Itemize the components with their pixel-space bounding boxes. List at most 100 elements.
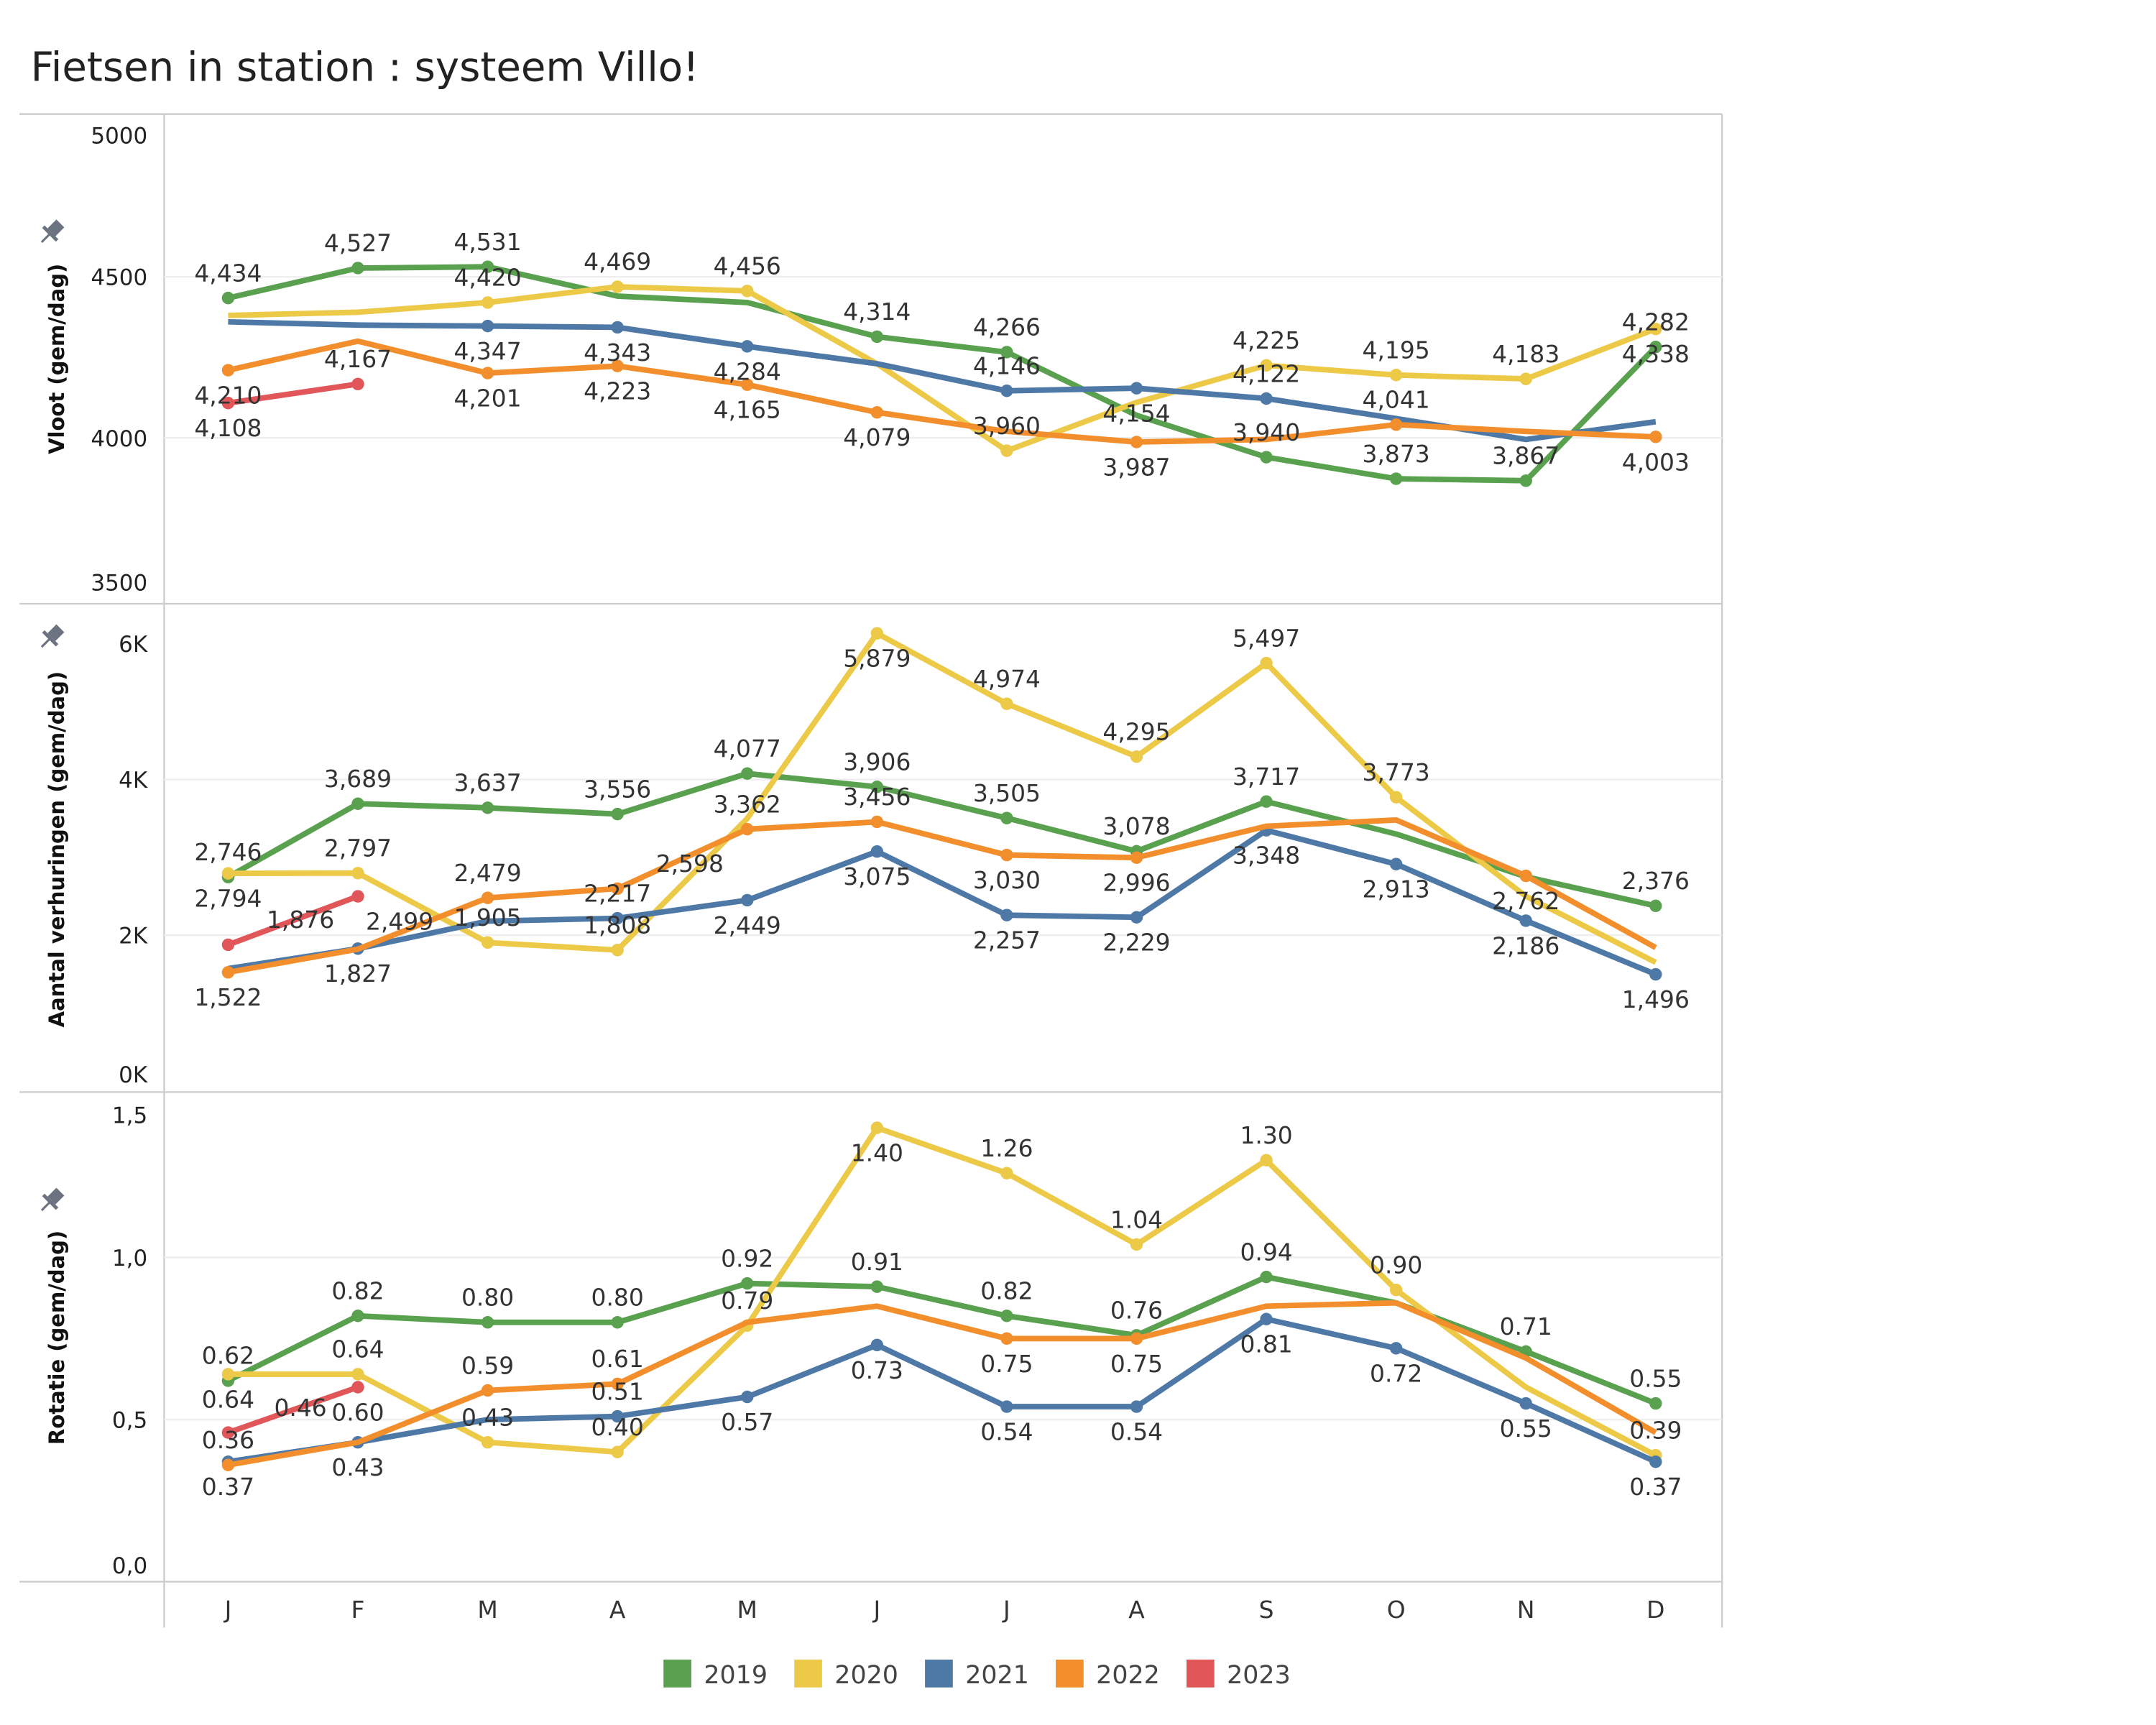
data-point[interactable] [1389,1283,1403,1297]
data-point[interactable] [221,397,235,410]
data-point[interactable] [1260,795,1273,808]
data-point[interactable] [611,911,624,925]
data-point[interactable] [481,801,494,814]
data-point[interactable] [611,882,624,896]
data-point[interactable] [611,359,624,372]
data-point[interactable] [741,893,754,907]
data-point[interactable] [221,1458,235,1471]
data-point[interactable] [611,1377,624,1391]
data-point[interactable] [870,406,884,419]
data-point[interactable] [1260,451,1273,464]
data-point[interactable] [351,377,364,391]
data-point[interactable] [611,321,624,334]
legend-item-2020[interactable]: 2020 [794,1660,898,1690]
data-point[interactable] [611,807,624,821]
data-point[interactable] [1519,1397,1532,1410]
data-point[interactable] [611,1409,624,1423]
data-point[interactable] [870,1121,884,1134]
data-point[interactable] [1000,385,1013,397]
data-point[interactable] [1000,444,1013,457]
data-point[interactable] [1519,914,1532,927]
data-point[interactable] [1389,418,1403,431]
data-point[interactable] [1130,436,1143,448]
data-point[interactable] [221,291,235,305]
data-point[interactable] [1000,1400,1013,1413]
data-point[interactable] [1519,869,1532,883]
data-point[interactable] [1000,346,1013,359]
data-point[interactable] [481,367,494,380]
data-point[interactable] [1389,1342,1403,1355]
data-point[interactable] [1260,1270,1273,1284]
data-point[interactable] [1130,851,1143,864]
data-point[interactable] [1389,857,1403,870]
data-point[interactable] [1000,848,1013,862]
data-point[interactable] [741,340,754,353]
data-point[interactable] [741,1390,754,1404]
legend-item-2019[interactable]: 2019 [663,1660,768,1690]
data-point[interactable] [1260,1312,1273,1325]
data-point[interactable] [1130,1332,1143,1346]
legend-item-2022[interactable]: 2022 [1056,1660,1160,1690]
data-point[interactable] [1260,392,1273,405]
data-point[interactable] [351,1310,364,1322]
pin-icon[interactable] [34,622,67,654]
data-point[interactable] [1389,472,1403,485]
data-point[interactable] [870,330,884,344]
pin-icon[interactable] [34,1184,67,1217]
data-point[interactable] [1519,474,1532,487]
data-point[interactable] [1000,1310,1013,1322]
data-point[interactable] [221,938,235,952]
legend-item-2021[interactable]: 2021 [925,1660,1029,1690]
data-point[interactable] [221,1426,235,1439]
data-point[interactable] [351,1381,364,1394]
data-point[interactable] [351,867,364,880]
data-point[interactable] [1130,1238,1143,1251]
data-point[interactable] [481,1435,494,1449]
data-point[interactable] [1649,322,1662,336]
data-point[interactable] [741,767,754,780]
legend[interactable]: 2019 2020 2021 2022 2023 [663,1660,1291,1690]
data-point[interactable] [611,280,624,293]
data-point[interactable] [741,822,754,836]
data-point[interactable] [221,966,235,979]
data-point[interactable] [221,1368,235,1381]
data-point[interactable] [741,378,754,391]
data-point[interactable] [611,1316,624,1329]
data-point[interactable] [1649,1455,1662,1468]
data-point[interactable] [1649,431,1662,443]
data-point[interactable] [741,285,754,298]
pin-icon[interactable] [34,216,67,249]
data-point[interactable] [870,815,884,829]
data-point[interactable] [870,1280,884,1293]
data-point[interactable] [481,1384,494,1397]
data-point[interactable] [1000,1332,1013,1346]
data-point[interactable] [1000,1167,1013,1179]
data-point[interactable] [741,1276,754,1290]
data-point[interactable] [481,260,494,273]
data-point[interactable] [1130,750,1143,763]
data-point[interactable] [351,890,364,903]
data-point[interactable] [870,845,884,858]
data-point[interactable] [481,319,494,333]
data-point[interactable] [1649,967,1662,981]
data-point[interactable] [611,944,624,957]
data-point[interactable] [481,936,494,949]
data-point[interactable] [1130,911,1143,924]
data-point[interactable] [1000,697,1013,710]
data-point[interactable] [1649,899,1662,913]
data-point[interactable] [481,296,494,309]
data-point[interactable] [1649,341,1662,354]
data-point[interactable] [481,891,494,904]
data-point[interactable] [351,1368,364,1381]
data-point[interactable] [351,797,364,810]
data-point[interactable] [1000,811,1013,824]
data-point[interactable] [611,1445,624,1458]
data-point[interactable] [1649,1397,1662,1410]
data-point[interactable] [1000,908,1013,921]
data-point[interactable] [1389,791,1403,804]
data-point[interactable] [1519,372,1532,385]
data-point[interactable] [1130,1400,1143,1413]
data-point[interactable] [481,1316,494,1329]
data-point[interactable] [1260,359,1273,372]
data-point[interactable] [870,781,884,794]
